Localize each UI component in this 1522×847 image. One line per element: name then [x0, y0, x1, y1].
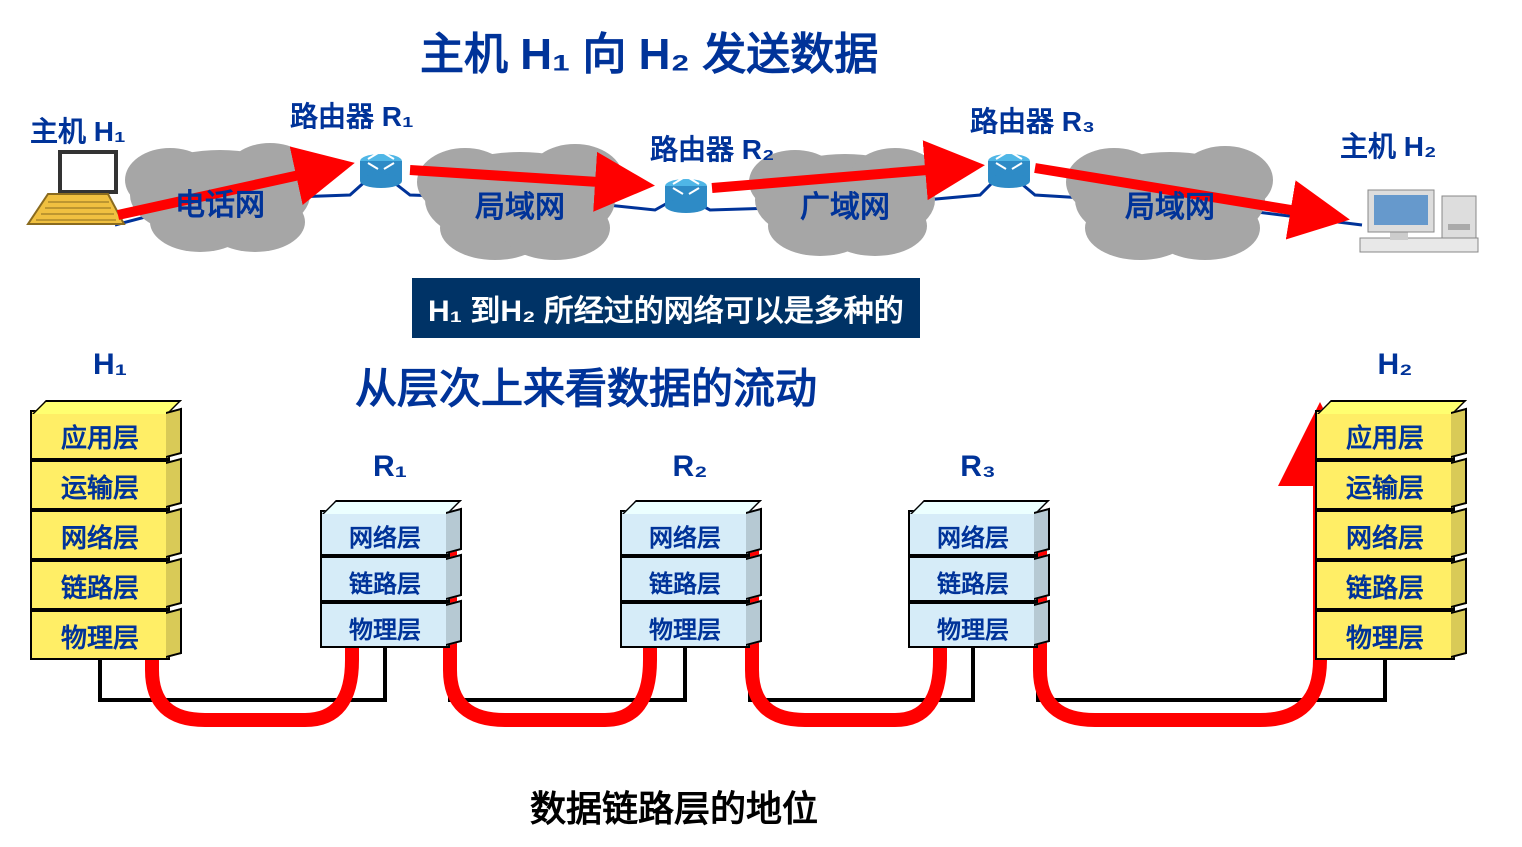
- r1-stack-label: R₁: [355, 450, 425, 484]
- h2-stack: 应用层 运输层 网络层 链路层 物理层: [1315, 410, 1455, 660]
- r2-layer-network: 网络层: [620, 510, 750, 556]
- physical-link-3: [750, 648, 973, 700]
- banner-text: H₁ 到H₂ 所经过的网络可以是多种的: [412, 278, 920, 338]
- r3-layer-phys: 物理层: [908, 602, 1038, 648]
- cloud4-label: 局域网: [1125, 182, 1215, 226]
- router2-label: 路由器 R₂: [650, 128, 774, 168]
- h2-layer-phys: 物理层: [1315, 610, 1455, 660]
- laptop-icon: [28, 150, 124, 224]
- r1-layer-phys: 物理层: [320, 602, 450, 648]
- r1-layer-link: 链路层: [320, 556, 450, 602]
- r3-stack-label: R₃: [943, 450, 1013, 484]
- cloud3-label: 广域网: [800, 182, 890, 226]
- h1-layer-link: 链路层: [30, 560, 170, 610]
- host2-label: 主机 H₂: [1340, 125, 1436, 165]
- cloud2-label: 局域网: [475, 182, 565, 226]
- bottom-caption: 数据链路层的地位: [530, 780, 818, 832]
- h1-layer-app: 应用层: [30, 410, 170, 460]
- r3-layer-link: 链路层: [908, 556, 1038, 602]
- router-2-icon: [665, 178, 707, 213]
- h1-stack-label: H₁: [70, 348, 150, 382]
- cloud1-label: 电话网: [175, 180, 265, 224]
- router-1-icon: [360, 153, 402, 188]
- r1-stack: 网络层 链路层 物理层: [320, 510, 450, 648]
- h2-layer-transport: 运输层: [1315, 460, 1455, 510]
- r2-layer-link: 链路层: [620, 556, 750, 602]
- main-title: 主机 H₁ 向 H₂ 发送数据: [420, 18, 878, 82]
- h1-stack: 应用层 运输层 网络层 链路层 物理层: [30, 410, 170, 660]
- subtitle: 从层次上来看数据的流动: [355, 355, 817, 416]
- h1-layer-transport: 运输层: [30, 460, 170, 510]
- r2-stack-label: R₂: [655, 450, 725, 484]
- r3-stack: 网络层 链路层 物理层: [908, 510, 1038, 648]
- r3-layer-network: 网络层: [908, 510, 1038, 556]
- desktop-icon: [1360, 190, 1478, 252]
- r1-layer-network: 网络层: [320, 510, 450, 556]
- router1-label: 路由器 R₁: [290, 95, 414, 135]
- router3-label: 路由器 R₃: [970, 100, 1095, 140]
- r2-stack: 网络层 链路层 物理层: [620, 510, 750, 648]
- host1-label: 主机 H₁: [30, 110, 126, 150]
- h2-stack-label: H₂: [1355, 348, 1435, 382]
- h2-layer-app: 应用层: [1315, 410, 1455, 460]
- router-3-icon: [988, 153, 1030, 188]
- physical-link-2: [450, 648, 685, 700]
- h1-layer-phys: 物理层: [30, 610, 170, 660]
- h2-layer-link: 链路层: [1315, 560, 1455, 610]
- h2-layer-network: 网络层: [1315, 510, 1455, 560]
- h1-layer-network: 网络层: [30, 510, 170, 560]
- r2-layer-phys: 物理层: [620, 602, 750, 648]
